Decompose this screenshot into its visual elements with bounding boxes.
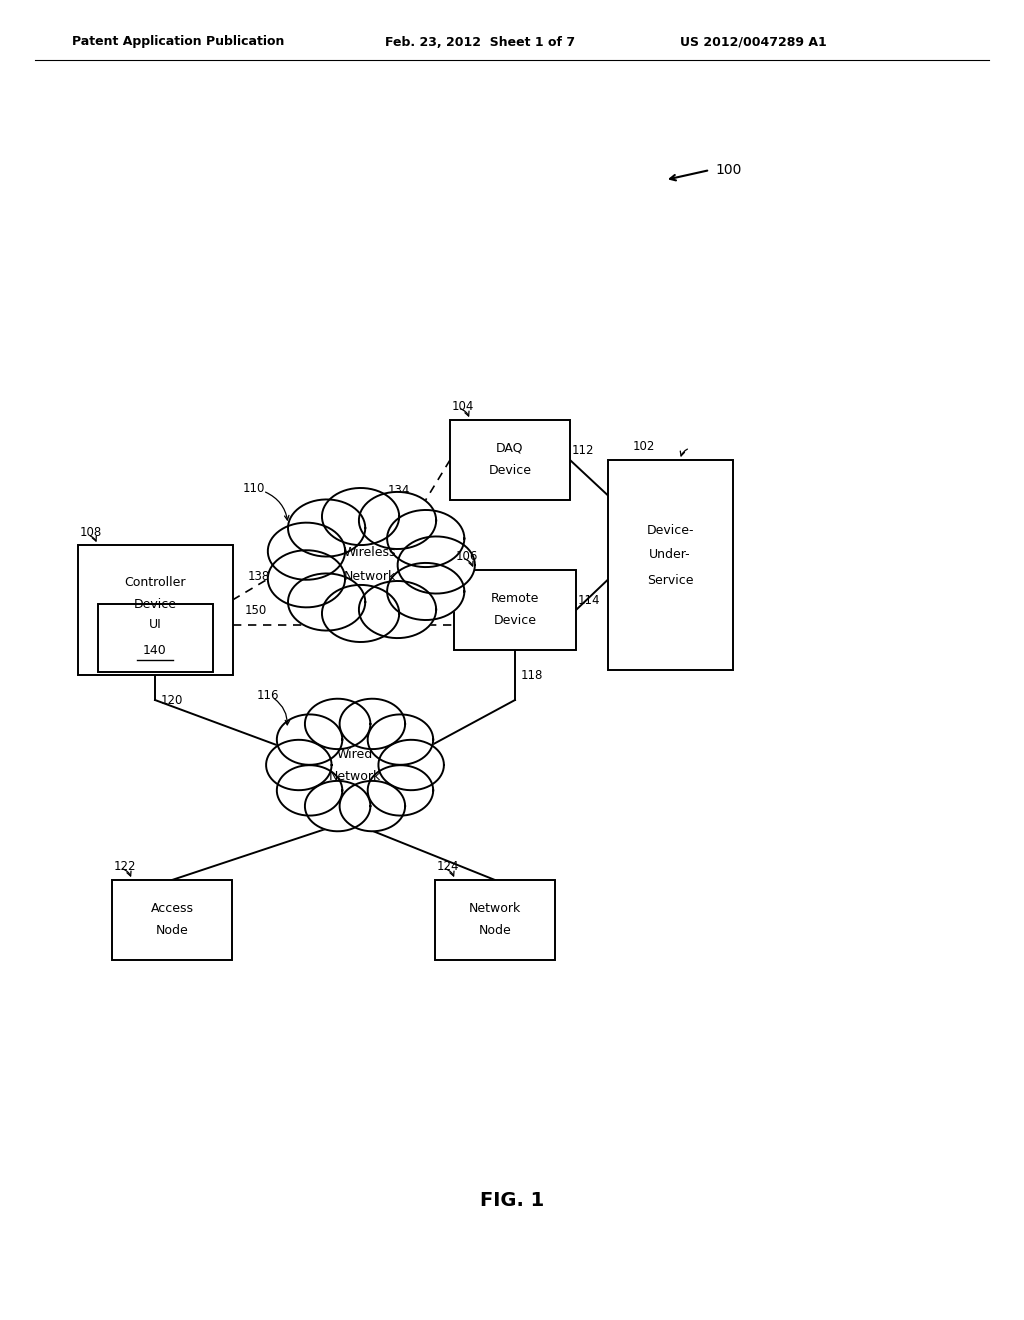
Polygon shape bbox=[288, 499, 366, 557]
Polygon shape bbox=[305, 698, 371, 750]
Text: 120: 120 bbox=[161, 693, 183, 706]
Text: 122: 122 bbox=[114, 859, 136, 873]
Polygon shape bbox=[368, 714, 433, 764]
Text: Network: Network bbox=[329, 771, 381, 784]
Text: Node: Node bbox=[478, 924, 511, 936]
Text: Service: Service bbox=[647, 573, 693, 586]
Text: Access: Access bbox=[151, 902, 194, 915]
Bar bbox=[435, 880, 555, 960]
Text: Node: Node bbox=[156, 924, 188, 936]
Polygon shape bbox=[322, 585, 399, 642]
Polygon shape bbox=[397, 536, 475, 594]
Polygon shape bbox=[295, 510, 445, 620]
Text: Network: Network bbox=[344, 570, 396, 583]
Text: Device: Device bbox=[494, 614, 537, 627]
Text: 100: 100 bbox=[715, 162, 741, 177]
Text: Patent Application Publication: Patent Application Publication bbox=[72, 36, 285, 49]
Text: FIG. 1: FIG. 1 bbox=[480, 1191, 544, 1209]
Text: 108: 108 bbox=[80, 527, 101, 540]
Text: Wired: Wired bbox=[337, 748, 373, 762]
Polygon shape bbox=[291, 715, 419, 814]
Bar bbox=[78, 545, 232, 675]
Polygon shape bbox=[305, 781, 371, 832]
Text: Device: Device bbox=[488, 463, 531, 477]
Polygon shape bbox=[359, 581, 436, 638]
Text: 106: 106 bbox=[456, 549, 478, 562]
Text: 150: 150 bbox=[245, 605, 266, 616]
Polygon shape bbox=[288, 573, 366, 631]
Text: 102: 102 bbox=[633, 440, 655, 453]
Text: 138: 138 bbox=[248, 570, 270, 583]
Polygon shape bbox=[368, 766, 433, 816]
Text: Controller: Controller bbox=[124, 576, 185, 589]
Text: 104: 104 bbox=[452, 400, 474, 412]
Polygon shape bbox=[387, 510, 464, 568]
Text: 118: 118 bbox=[521, 668, 544, 681]
Polygon shape bbox=[268, 523, 345, 579]
Bar bbox=[607, 459, 732, 671]
Polygon shape bbox=[268, 550, 345, 607]
Polygon shape bbox=[379, 739, 444, 791]
Text: 114: 114 bbox=[578, 594, 600, 606]
Text: Feb. 23, 2012  Sheet 1 of 7: Feb. 23, 2012 Sheet 1 of 7 bbox=[385, 36, 575, 49]
Text: 116: 116 bbox=[257, 689, 280, 701]
Text: Device-: Device- bbox=[646, 524, 693, 536]
Text: 140: 140 bbox=[143, 644, 167, 656]
Text: 136: 136 bbox=[402, 605, 424, 616]
Text: Network: Network bbox=[469, 902, 521, 915]
Polygon shape bbox=[387, 562, 464, 620]
Text: 134: 134 bbox=[388, 484, 411, 498]
Text: DAQ: DAQ bbox=[497, 441, 523, 454]
Bar bbox=[97, 605, 213, 672]
Text: Remote: Remote bbox=[490, 591, 540, 605]
Text: 112: 112 bbox=[572, 444, 595, 457]
Bar bbox=[454, 570, 575, 649]
Text: 124: 124 bbox=[437, 859, 460, 873]
Polygon shape bbox=[266, 739, 332, 791]
Polygon shape bbox=[359, 492, 436, 549]
Polygon shape bbox=[276, 714, 342, 764]
Polygon shape bbox=[322, 488, 399, 545]
Polygon shape bbox=[340, 698, 406, 750]
Text: Wireless: Wireless bbox=[344, 546, 396, 560]
Polygon shape bbox=[276, 766, 342, 816]
Text: Device: Device bbox=[133, 598, 176, 611]
Text: Under-: Under- bbox=[649, 549, 691, 561]
Bar bbox=[112, 880, 232, 960]
Text: US 2012/0047289 A1: US 2012/0047289 A1 bbox=[680, 36, 826, 49]
Text: UI: UI bbox=[148, 618, 162, 631]
Text: 110: 110 bbox=[243, 483, 265, 495]
Bar bbox=[450, 420, 570, 500]
Polygon shape bbox=[340, 781, 406, 832]
